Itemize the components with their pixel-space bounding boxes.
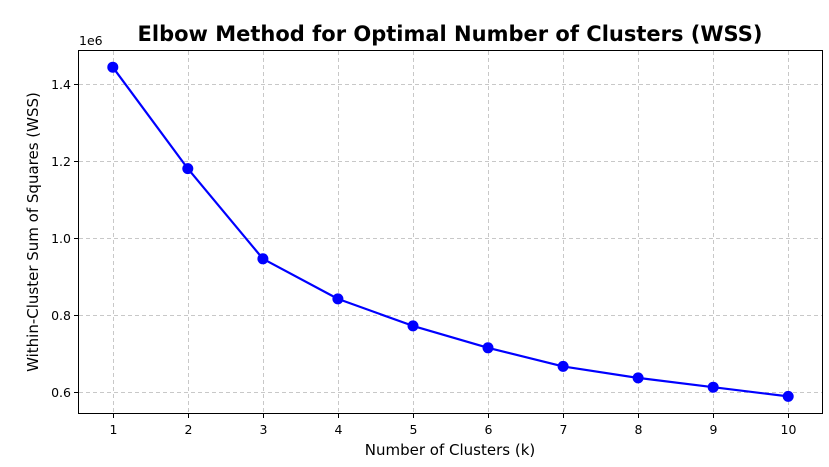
data-point-k9 xyxy=(707,381,719,393)
series-line-wss xyxy=(111,66,789,398)
chart-title: Elbow Method for Optimal Number of Clust… xyxy=(138,22,763,46)
data-point-k4 xyxy=(332,293,344,305)
x-axis: 1 2 3 4 5 6 7 8 9 10 xyxy=(110,413,797,437)
data-point-k6 xyxy=(482,342,494,354)
y-axis: 0.6 0.8 1.0 1.2 1.4 xyxy=(51,77,79,400)
data-point-k5 xyxy=(407,320,419,332)
data-points xyxy=(107,61,794,402)
x-tick-label: 9 xyxy=(710,422,718,437)
y-axis-label: Within-Cluster Sum of Squares (WSS) xyxy=(24,92,42,372)
line-series xyxy=(111,66,789,398)
x-tick-label: 7 xyxy=(560,422,568,437)
data-point-k1 xyxy=(107,61,119,73)
data-point-k3 xyxy=(257,253,269,265)
x-tick-label: 4 xyxy=(335,422,343,437)
y-tick-label: 0.6 xyxy=(51,385,71,400)
x-tick-label: 5 xyxy=(410,422,418,437)
x-tick-label: 3 xyxy=(260,422,268,437)
data-point-k8 xyxy=(632,372,644,384)
x-tick-label: 2 xyxy=(185,422,193,437)
data-point-k7 xyxy=(557,360,569,372)
y-tick-label: 1.4 xyxy=(51,77,71,92)
y-tick-label: 1.0 xyxy=(51,231,71,246)
data-point-k10 xyxy=(782,390,794,402)
x-axis-label: Number of Clusters (k) xyxy=(365,441,535,459)
x-tick-label: 10 xyxy=(781,422,797,437)
plot-frame xyxy=(78,50,823,414)
x-tick-label: 1 xyxy=(110,422,118,437)
y-offset-label: 1e6 xyxy=(79,33,103,48)
data-point-k2 xyxy=(182,163,194,175)
y-tick-label: 0.8 xyxy=(51,308,71,323)
y-tick-label: 1.2 xyxy=(51,154,71,169)
grid xyxy=(79,51,822,413)
x-tick-label: 8 xyxy=(635,422,643,437)
x-tick-label: 6 xyxy=(485,422,493,437)
